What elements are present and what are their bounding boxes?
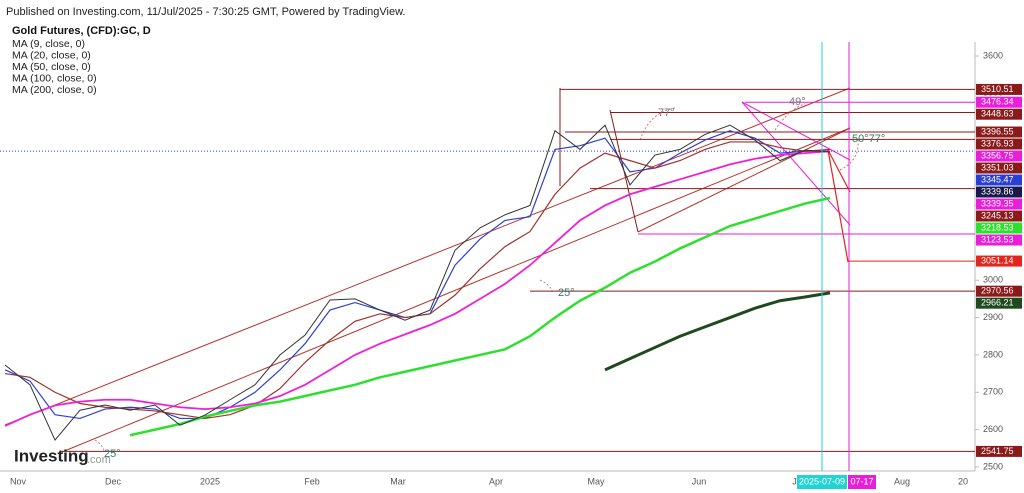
axis: 2500260027002800290030003100320033003400… [10,50,1022,489]
price-label: 2966.21 [981,298,1014,308]
price-label-box [976,162,1022,174]
price-label-box [976,186,1022,198]
y-tick-label: 2900 [983,312,1003,322]
price-label: 3476.34 [981,97,1014,107]
x-tick-label: 20 [958,476,968,486]
date-marker-box [797,475,847,489]
price-label-box [976,138,1022,150]
date-marker-label: 2025-07-09 [799,476,845,486]
projection-line [827,149,851,193]
annotation: 77° [658,107,675,119]
trend-line [4,87,851,426]
angle-arc [94,439,105,453]
price-label: 3448.63 [981,109,1014,119]
x-tick-label: Dec [105,476,122,486]
price-label-box [976,210,1022,222]
x-tick-label: Mar [390,476,406,486]
x-tick-label: May [587,476,605,486]
x-tick-label: Feb [304,476,320,486]
price-label: 3051.14 [981,255,1014,265]
price-label: 2970.56 [981,286,1014,296]
legend-entry: MA (100, close, 0) [12,72,97,84]
price-line [4,124,831,442]
legend-entry: MA (9, close, 0) [12,38,85,50]
trend-line [61,127,851,453]
ma-line [604,291,831,372]
logo: Investing [14,446,89,465]
price-label-box [976,83,1022,95]
angle-arc [774,103,806,131]
price-label: 2541.75 [981,446,1014,456]
price-label: 3376.93 [981,138,1014,148]
y-tick-label: 2600 [983,424,1003,434]
price-label-box [976,198,1022,210]
drawings [4,87,859,453]
logo-suffix: .com [87,454,111,466]
price-label: 3245.13 [981,210,1014,220]
price-levels [0,88,975,452]
x-tick-label: Jun [692,476,707,486]
x-tick-label: 2025 [200,476,220,486]
price-label: 3351.03 [981,162,1014,172]
x-tick-label: Apr [489,476,503,486]
date-marker-label: 07-17 [850,476,873,486]
price-label-box [976,126,1022,138]
price-label-box [976,96,1022,108]
price-label-box [976,255,1022,267]
chart-title: Gold Futures, (CFD):GC, D [12,25,151,37]
y-tick-label: 3000 [983,275,1003,285]
x-tick-label: Aug [894,476,910,486]
ma-line [4,150,831,427]
price-label-box [976,222,1022,234]
price-label-box [976,285,1022,297]
x-tick-label: Nov [10,476,27,486]
price-label: 3218.53 [981,222,1014,232]
price-label: 3356.75 [981,150,1014,160]
legend-entry: MA (50, close, 0) [12,61,91,73]
legend-entry: MA (20, close, 0) [12,49,91,61]
price-label: 3123.53 [981,234,1014,244]
header: Published on Investing.com, 11/Jul/2025 … [6,6,406,18]
angle-arc [639,107,676,141]
ma-line [129,196,831,437]
annotation: 50°77° [852,133,885,145]
price-label: 3345.47 [981,174,1014,184]
ma-line [4,141,831,420]
y-tick-label: 2500 [983,461,1003,471]
y-tick-label: 2700 [983,387,1003,397]
annotation: 25° [558,287,575,299]
price-label: 3339.86 [981,186,1014,196]
price-label-box [976,234,1022,246]
price-label-box [976,108,1022,120]
price-label-box [976,445,1022,457]
price-label: 3396.55 [981,126,1014,136]
annotation: 25° [104,448,121,460]
fan-line [741,101,851,226]
price-label-box [976,297,1022,309]
price-lines [4,124,831,442]
date-marker-box [848,475,876,489]
price-label: 3339.35 [981,198,1014,208]
price-label-box [976,150,1022,162]
price-label: 3510.51 [981,84,1014,94]
legend: MA (9, close, 0)MA (20, close, 0)MA (50,… [12,38,97,96]
price-label-box [976,174,1022,186]
fan-line [741,101,851,161]
y-tick-label: 2800 [983,349,1003,359]
annotation: 49° [789,96,806,108]
trend-line [637,127,851,233]
legend-entry: MA (200, close, 0) [12,84,97,96]
y-tick-label: 3600 [983,50,1003,60]
projection-line [827,149,849,263]
